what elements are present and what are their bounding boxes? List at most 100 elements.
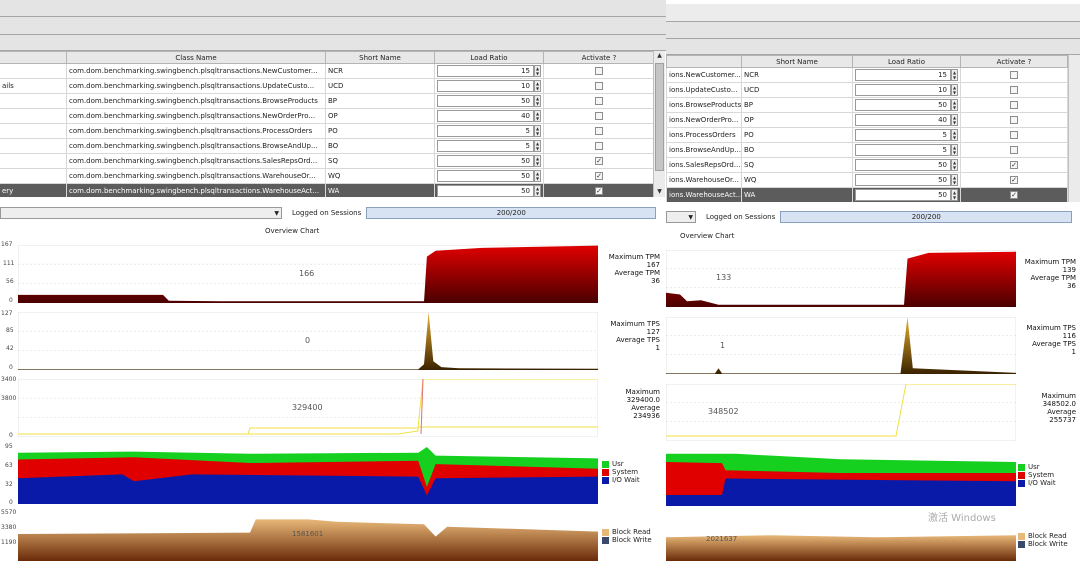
class-name-cell[interactable]: com.dom.benchmarking.swingbench.plsqltra… [66,93,326,109]
activate-checkbox[interactable] [1010,101,1018,109]
spinner-icon[interactable]: ▲ ▼ [951,129,958,141]
activate-checkbox[interactable] [595,82,603,90]
activate-checkbox[interactable] [595,67,603,75]
column-header-class-name[interactable]: Class Name [66,51,326,64]
load-ratio-input[interactable]: 15 [437,65,534,77]
table-row[interactable]: com.dom.benchmarking.swingbench.plsqltra… [0,153,654,169]
column-header-short-name[interactable]: Short Name [741,55,853,68]
scroll-down-icon[interactable]: ▼ [657,188,662,195]
class-name-cell[interactable]: ions.WarehouseAct... [666,187,742,202]
load-ratio-input[interactable]: 5 [437,140,534,152]
class-name-cell[interactable]: com.dom.benchmarking.swingbench.plsqltra… [66,153,326,169]
table-row[interactable]: com.dom.benchmarking.swingbench.plsqltra… [0,93,654,109]
table-row[interactable]: ions.WarehouseOr... WQ 50 ▲ ▼ ✓ [666,172,1068,188]
spinner-icon[interactable]: ▲ ▼ [534,185,541,197]
short-name-cell[interactable]: WA [325,183,435,197]
table-row[interactable]: ions.BrowseProducts BP 50 ▲ ▼ [666,97,1068,113]
spinner-icon[interactable]: ▲ ▼ [951,99,958,111]
spinner-icon[interactable]: ▲ ▼ [951,174,958,186]
table-row[interactable]: com.dom.benchmarking.swingbench.plsqltra… [0,63,654,79]
activate-checkbox[interactable] [1010,131,1018,139]
user-dropdown[interactable]: ▼ [0,207,282,219]
class-name-cell[interactable]: com.dom.benchmarking.swingbench.plsqltra… [66,183,326,197]
load-ratio-input[interactable]: 15 [855,69,951,81]
column-header-short-name[interactable]: Short Name [325,51,435,64]
short-name-cell[interactable]: BP [741,97,853,113]
column-header-load-ratio[interactable]: Load Ratio [852,55,961,68]
table-row[interactable]: com.dom.benchmarking.swingbench.plsqltra… [0,138,654,154]
table-row[interactable]: ions.BrowseAndUp... BO 5 ▲ ▼ [666,142,1068,158]
load-ratio-input[interactable]: 50 [437,155,534,167]
table-scrollbar[interactable]: ▲ ▼ [653,51,665,197]
class-name-cell[interactable]: ions.ProcessOrders [666,127,742,143]
scrollbar-thumb[interactable] [655,63,664,171]
user-dropdown[interactable]: ▼ [666,211,696,223]
short-name-cell[interactable]: PO [741,127,853,143]
class-name-cell[interactable]: com.dom.benchmarking.swingbench.plsqltra… [66,78,326,94]
short-name-cell[interactable]: OP [325,108,435,124]
column-header-activate[interactable]: Activate ? [960,55,1068,68]
spinner-icon[interactable]: ▲ ▼ [951,159,958,171]
class-name-cell[interactable]: com.dom.benchmarking.swingbench.plsqltra… [66,123,326,139]
column-header-class-name[interactable] [666,55,742,68]
spinner-icon[interactable]: ▲ ▼ [534,110,541,122]
load-ratio-input[interactable]: 50 [437,170,534,182]
short-name-cell[interactable]: NCR [741,67,853,83]
activate-checkbox[interactable]: ✓ [595,157,603,165]
short-name-cell[interactable]: NCR [325,63,435,79]
load-ratio-input[interactable]: 5 [437,125,534,137]
spinner-icon[interactable]: ▲ ▼ [951,189,958,201]
short-name-cell[interactable]: BO [741,142,853,158]
activate-checkbox[interactable] [595,97,603,105]
short-name-cell[interactable]: PO [325,123,435,139]
activate-checkbox[interactable] [595,112,603,120]
short-name-cell[interactable]: UCD [741,82,853,98]
spinner-icon[interactable]: ▲ ▼ [951,144,958,156]
activate-checkbox[interactable]: ✓ [1010,191,1018,199]
class-name-cell[interactable]: ions.NewCustomer... [666,67,742,83]
table-row[interactable]: com.dom.benchmarking.swingbench.plsqltra… [0,123,654,139]
activate-checkbox[interactable] [595,127,603,135]
class-name-cell[interactable]: ions.UpdateCusto... [666,82,742,98]
load-ratio-input[interactable]: 50 [855,99,951,111]
load-ratio-input[interactable]: 5 [855,129,951,141]
table-row[interactable]: ails com.dom.benchmarking.swingbench.plsq… [0,78,654,94]
short-name-cell[interactable]: WQ [741,172,853,188]
table-row[interactable]: com.dom.benchmarking.swingbench.plsqltra… [0,108,654,124]
table-scrollbar[interactable] [1068,55,1080,202]
activate-checkbox[interactable]: ✓ [595,172,603,180]
table-row[interactable]: ions.NewOrderPro... OP 40 ▲ ▼ [666,112,1068,128]
load-ratio-input[interactable]: 50 [855,189,951,201]
column-header-activate[interactable]: Activate ? [543,51,654,64]
spinner-icon[interactable]: ▲ ▼ [534,125,541,137]
class-name-cell[interactable]: ions.NewOrderPro... [666,112,742,128]
column-header-prefix[interactable] [0,51,67,64]
short-name-cell[interactable]: OP [741,112,853,128]
class-name-cell[interactable]: com.dom.benchmarking.swingbench.plsqltra… [66,138,326,154]
class-name-cell[interactable]: com.dom.benchmarking.swingbench.plsqltra… [66,63,326,79]
short-name-cell[interactable]: SQ [741,157,853,173]
load-ratio-input[interactable]: 50 [855,174,951,186]
load-ratio-input[interactable]: 50 [437,95,534,107]
spinner-icon[interactable]: ▲ ▼ [534,170,541,182]
spinner-icon[interactable]: ▲ ▼ [534,80,541,92]
table-row[interactable]: ions.WarehouseAct... WA 50 ▲ ▼ ✓ [666,187,1068,202]
class-name-cell[interactable]: ions.SalesRepsOrd... [666,157,742,173]
class-name-cell[interactable]: ions.BrowseProducts [666,97,742,113]
table-row[interactable]: ions.UpdateCusto... UCD 10 ▲ ▼ [666,82,1068,98]
spinner-icon[interactable]: ▲ ▼ [534,155,541,167]
table-row[interactable]: ions.ProcessOrders PO 5 ▲ ▼ [666,127,1068,143]
activate-checkbox[interactable] [595,142,603,150]
activate-checkbox[interactable] [1010,71,1018,79]
spinner-icon[interactable]: ▲ ▼ [534,95,541,107]
load-ratio-input[interactable]: 50 [437,185,534,197]
spinner-icon[interactable]: ▲ ▼ [951,114,958,126]
short-name-cell[interactable]: WA [741,187,853,202]
load-ratio-input[interactable]: 10 [437,80,534,92]
load-ratio-input[interactable]: 50 [855,159,951,171]
short-name-cell[interactable]: SQ [325,153,435,169]
activate-checkbox[interactable] [1010,146,1018,154]
short-name-cell[interactable]: WQ [325,168,435,184]
spinner-icon[interactable]: ▲ ▼ [951,84,958,96]
activate-checkbox[interactable]: ✓ [1010,176,1018,184]
